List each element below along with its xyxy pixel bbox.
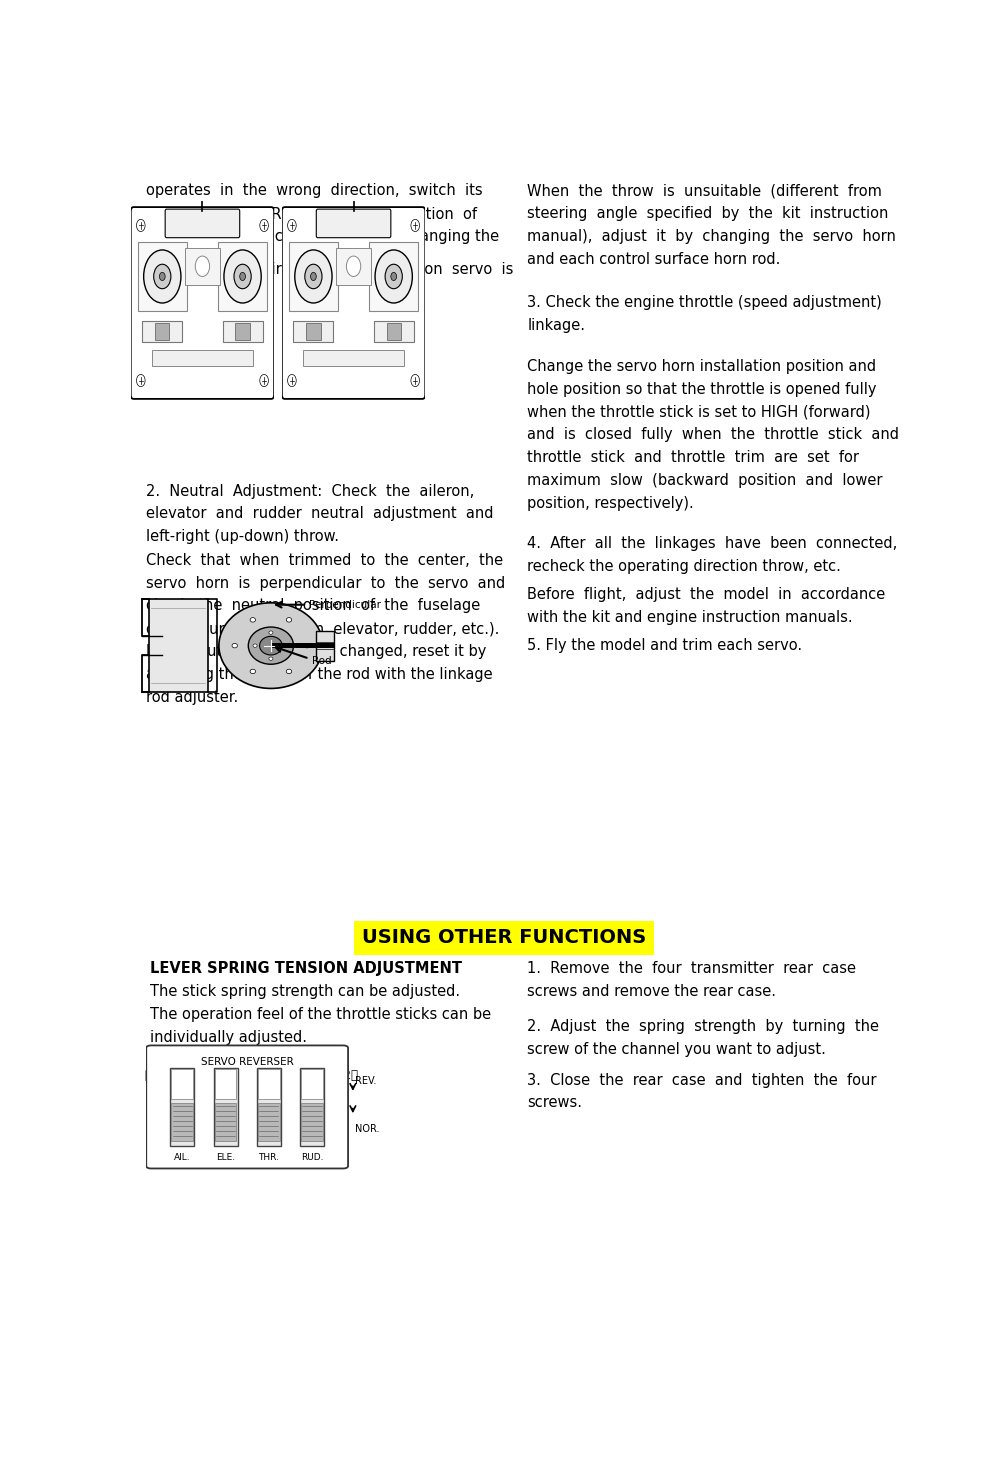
Text: operates  in  the  wrong  direction,  switch  its
SERVO  REVERSER  switch  (The : operates in the wrong direction, switch … — [146, 183, 499, 266]
Text: Change the servo horn installation position and
hole position so that the thrott: Change the servo horn installation posit… — [527, 358, 899, 511]
Text: 2.  Neutral  Adjustment:  Check  the  aileron,
elevator  and  rudder  neutral  a: 2. Neutral Adjustment: Check the aileron… — [146, 484, 493, 544]
Text: The stick spring strength can be adjusted.
The operation feel of the throttle st: The stick spring strength can be adjuste… — [150, 985, 491, 1045]
Text: 1.  Remove  the  four  transmitter  rear  case
screws and remove the rear case.: 1. Remove the four transmitter rear case… — [527, 961, 856, 999]
Text: Before  flight,  adjust  the  model  in  accordance
with the kit and engine inst: Before flight, adjust the model in accor… — [527, 587, 886, 625]
Text: When  the  throw  is  unsuitable  (different  from
steering  angle  specified  b: When the throw is unsuitable (different … — [527, 183, 896, 266]
Text: （model 1）: （model 1） — [145, 1069, 207, 1081]
Text: Elevator: Elevator — [296, 1056, 345, 1069]
Text: Note  that  the  direction  of  the  aileron  servo  is
easily mistaken.: Note that the direction of the aileron s… — [146, 262, 514, 300]
Text: 2.  Adjust  the  spring  strength  by  turning  the
screw of the channel you wan: 2. Adjust the spring strength by turning… — [527, 1018, 879, 1056]
Text: 5. Fly the model and trim each servo.: 5. Fly the model and trim each servo. — [527, 638, 802, 652]
Text: Check  that  when  trimmed  to  the  center,  the
servo  horn  is  perpendicular: Check that when trimmed to the center, t… — [146, 553, 505, 705]
Text: （model 2）: （model 2） — [296, 1069, 358, 1081]
Text: Elevator: Elevator — [145, 1056, 194, 1069]
Text: 3.  Close  the  rear  case  and  tighten  the  four
screws.: 3. Close the rear case and tighten the f… — [527, 1072, 877, 1110]
Text: —: — — [204, 287, 214, 297]
Text: 4.  After  all  the  linkages  have  been  connected,
recheck the operating dire: 4. After all the linkages have been conn… — [527, 535, 897, 573]
Text: 3. Check the engine throttle (speed adjustment)
linkage.: 3. Check the engine throttle (speed adju… — [527, 296, 882, 332]
Text: USING OTHER FUNCTIONS: USING OTHER FUNCTIONS — [362, 929, 646, 948]
Text: LEVER SPRING TENSION ADJUSTMENT: LEVER SPRING TENSION ADJUSTMENT — [150, 961, 461, 976]
